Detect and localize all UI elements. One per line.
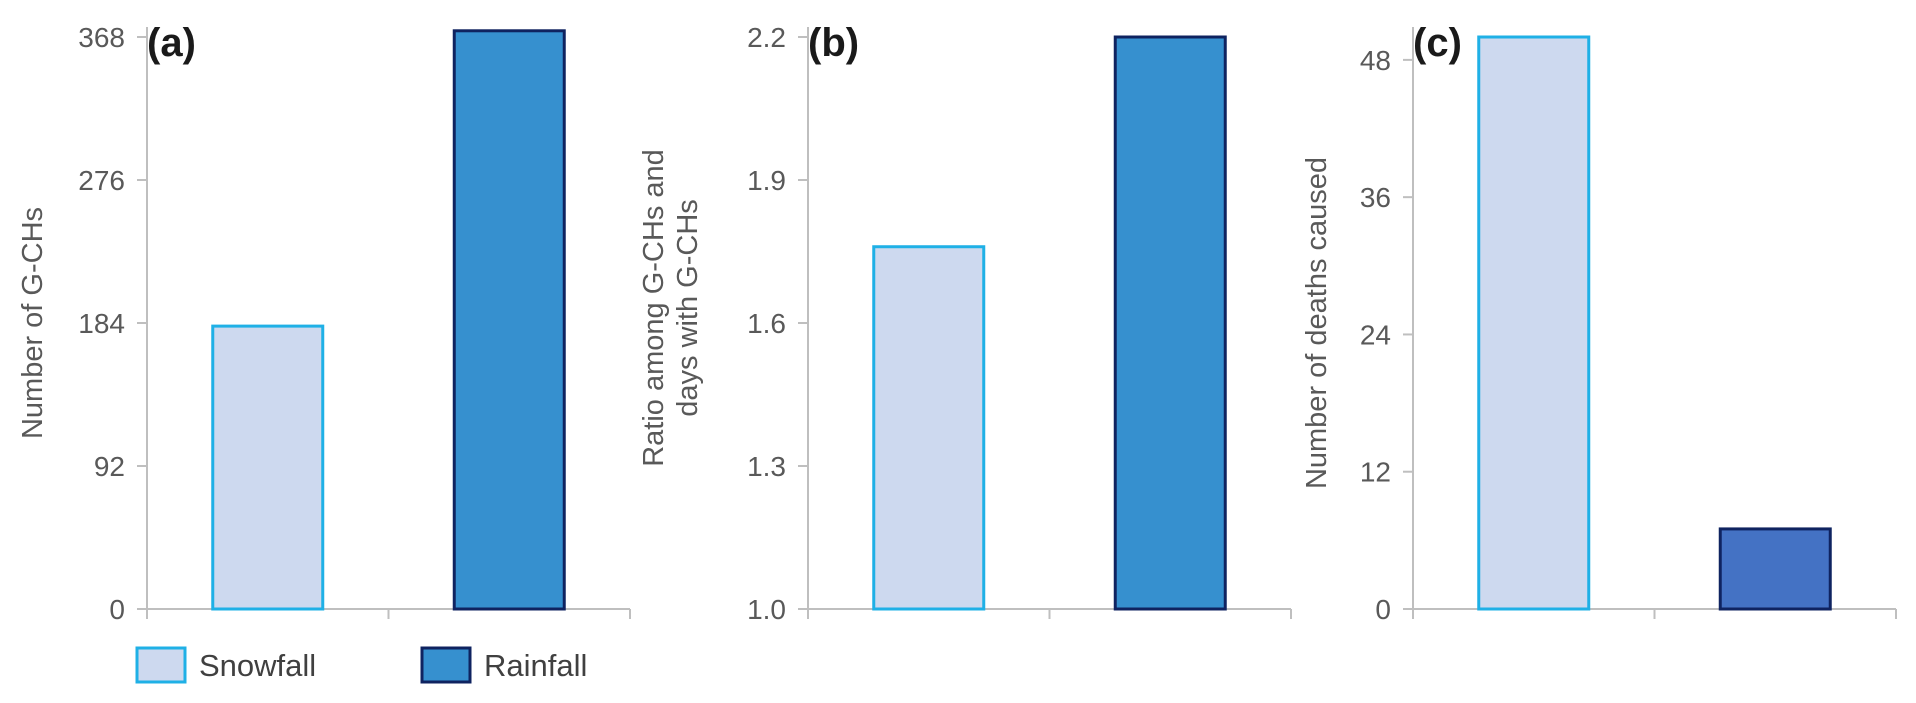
y-axis-title-line: Ratio among G-CHs and bbox=[638, 149, 670, 467]
y-tick-label: 1.6 bbox=[747, 308, 786, 339]
y-axis-title: Number of deaths caused bbox=[1301, 157, 1333, 489]
y-tick-label: 1.9 bbox=[747, 165, 786, 196]
y-tick-label: 24 bbox=[1360, 319, 1391, 350]
bar-rainfall bbox=[1718, 527, 1832, 611]
legend-swatch-snowfall bbox=[135, 646, 187, 684]
panel-c: 0 12 24 36 48 Number of deaths caused (c) bbox=[1301, 21, 1897, 625]
legend-label-snowfall: Snowfall bbox=[199, 648, 316, 683]
legend: Snowfall Rainfall bbox=[135, 646, 587, 684]
y-tick-label: 0 bbox=[109, 594, 125, 625]
y-tick-label: 276 bbox=[78, 165, 125, 196]
y-tick-label: 1.3 bbox=[747, 451, 786, 482]
y-tick-label: 2.2 bbox=[747, 22, 786, 53]
y-tick-label: 368 bbox=[78, 22, 125, 53]
panel-b: 1.0 1.3 1.6 1.9 2.2 Ratio among G-CHs anddays… bbox=[638, 21, 1292, 625]
y-axis-title-line: days with G-CHs bbox=[672, 199, 704, 417]
bar-snowfall bbox=[1477, 35, 1591, 611]
bar-snowfall bbox=[872, 245, 986, 611]
y-tick-label: 36 bbox=[1360, 182, 1391, 213]
bar-snowfall bbox=[211, 324, 325, 611]
y-tick-label: 184 bbox=[78, 308, 125, 339]
panel-label: (b) bbox=[808, 21, 859, 65]
bar-rainfall bbox=[452, 29, 566, 611]
legend-swatch-rainfall bbox=[420, 646, 472, 684]
panel-label: (c) bbox=[1413, 21, 1462, 65]
y-axis-title: Number of G-CHs bbox=[17, 207, 49, 439]
y-tick-label: 48 bbox=[1360, 45, 1391, 76]
y-tick-label: 12 bbox=[1360, 457, 1391, 488]
y-tick-label: 0 bbox=[1375, 594, 1391, 625]
panel-label: (a) bbox=[147, 21, 196, 65]
y-axis-title: Ratio among G-CHs anddays with G-CHs bbox=[638, 149, 704, 467]
legend-label-rainfall: Rainfall bbox=[484, 648, 587, 683]
bar-rainfall bbox=[1113, 35, 1227, 611]
y-tick-label: 1.0 bbox=[747, 594, 786, 625]
y-tick-label: 92 bbox=[94, 451, 125, 482]
panel-a: 0 92 184 276 368 Number of G-CHs (a) bbox=[17, 21, 631, 625]
